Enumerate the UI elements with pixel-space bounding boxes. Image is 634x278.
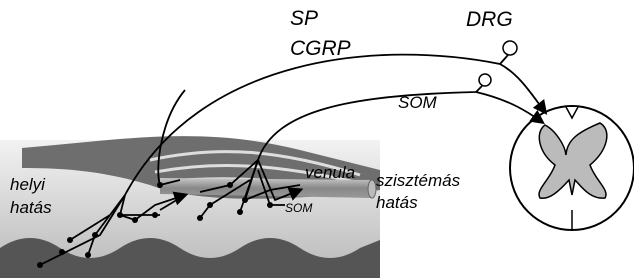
diagram: SP CGRP DRG SOM venula szisztémás hatás … xyxy=(0,0,634,278)
nerve xyxy=(476,92,542,122)
neuron xyxy=(503,41,517,55)
label: hatás xyxy=(10,198,52,217)
label: SP xyxy=(290,7,318,30)
label: hatás xyxy=(376,193,418,212)
label: SOM xyxy=(285,201,312,215)
label: CGRP xyxy=(290,37,351,60)
label: DRG xyxy=(466,8,513,31)
label: SOM xyxy=(398,93,438,112)
label: szisztémás xyxy=(376,171,461,190)
neuron xyxy=(479,74,491,86)
nerve xyxy=(500,64,545,112)
label: helyi xyxy=(10,175,46,194)
label: venula xyxy=(305,163,355,182)
venula-end xyxy=(368,180,376,198)
